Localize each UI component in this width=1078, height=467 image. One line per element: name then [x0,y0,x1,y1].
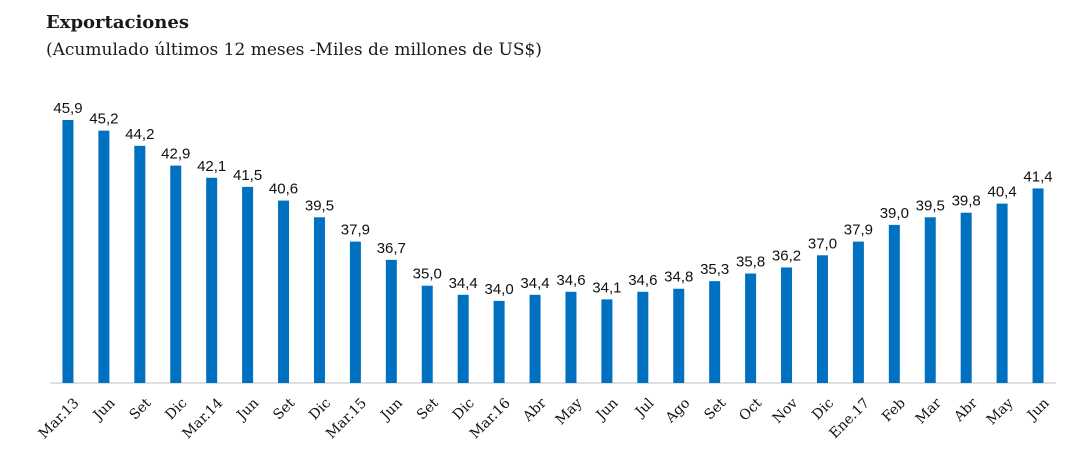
bar-7 [313,217,325,383]
x-tick-label-25: Abr [951,395,981,425]
bar-26 [996,203,1008,383]
x-tick-label-2: Set [126,395,154,423]
x-tick-label-19: Oct [736,395,765,424]
bar-27 [1032,188,1044,383]
data-label-7: 39,5 [305,197,334,214]
bar-25 [960,212,972,383]
data-label-27: 41,4 [1023,168,1052,185]
data-label-19: 35,8 [736,254,765,271]
x-tick-label-4: Mar.14 [180,395,227,442]
data-label-18: 35,3 [700,261,729,278]
data-label-6: 40,6 [269,181,298,198]
bar-12 [493,300,505,383]
data-label-15: 34,1 [592,279,621,296]
x-tick-label-20: Nov [770,395,802,427]
data-label-14: 34,6 [556,272,585,289]
x-tick-label-15: Jun [592,395,621,424]
chart-title: Exportaciones [46,12,189,33]
data-label-11: 34,4 [449,275,478,292]
x-tick-label-16: Jul [631,395,658,422]
bar-11 [457,294,469,383]
data-label-17: 34,8 [664,269,693,286]
bar-22 [852,241,864,383]
bar-19 [745,273,757,383]
x-tick-label-7: Dic [306,395,334,423]
bar-10 [421,285,433,383]
x-tick-label-9: Jun [376,395,405,424]
bar-1 [98,130,110,383]
bar-15 [601,299,613,383]
bar-2 [134,145,146,383]
bar-16 [637,291,649,383]
data-label-9: 36,7 [377,240,406,257]
data-label-23: 39,0 [880,205,909,222]
x-tick-label-0: Mar.13 [36,395,83,442]
bar-18 [709,281,721,383]
data-label-24: 39,5 [916,197,945,214]
bar-14 [565,291,577,383]
bar-4 [206,177,218,383]
x-tick-label-8: Mar.15 [323,395,370,442]
x-tick-label-13: Abr [519,395,549,425]
chart-subtitle: (Acumulado últimos 12 meses -Miles de mi… [46,40,542,60]
data-label-0: 45,9 [53,100,82,117]
data-label-16: 34,6 [628,272,657,289]
data-label-1: 45,2 [89,111,118,128]
data-label-12: 34,0 [485,281,514,298]
data-label-25: 39,8 [952,193,981,210]
x-tick-label-6: Set [270,395,298,423]
bar-5 [242,186,254,383]
data-label-8: 37,9 [341,222,370,239]
x-tick-label-3: Dic [162,395,190,423]
x-tick-label-26: May [984,395,1017,428]
data-label-21: 37,0 [808,235,837,252]
x-tick-label-11: Dic [450,395,478,423]
x-tick-label-22: Ene.17 [826,395,873,442]
data-label-22: 37,9 [844,222,873,239]
bar-6 [278,200,290,383]
x-tick-label-24: Mar [913,395,945,427]
x-tick-label-21: Dic [809,395,837,423]
bar-20 [781,267,793,383]
data-label-26: 40,4 [988,184,1017,201]
data-label-13: 34,4 [520,275,549,292]
data-label-4: 42,1 [197,158,226,175]
bar-0 [62,120,74,383]
bar-24 [924,217,936,383]
x-tick-label-23: Feb [879,395,909,425]
x-tick-label-12: Mar.16 [467,395,514,442]
bar-3 [170,165,182,383]
x-tick-label-17: Ago [662,395,693,426]
bar-13 [529,294,541,383]
bar-9 [385,259,397,383]
bar-23 [888,224,900,383]
bar-17 [673,288,685,383]
data-label-10: 35,0 [413,266,442,283]
data-label-3: 42,9 [161,146,190,163]
x-tick-label-18: Set [701,395,729,423]
x-tick-label-14: May [553,395,586,428]
bar-8 [349,241,361,383]
x-tick-label-10: Set [414,395,442,423]
x-tick-label-1: Jun [89,395,118,424]
x-tick-label-27: Jun [1023,395,1052,424]
data-label-20: 36,2 [772,247,801,264]
data-label-2: 44,2 [125,126,154,143]
data-label-5: 41,5 [233,167,262,184]
x-tick-label-5: Jun [233,395,262,424]
bar-21 [816,255,828,383]
